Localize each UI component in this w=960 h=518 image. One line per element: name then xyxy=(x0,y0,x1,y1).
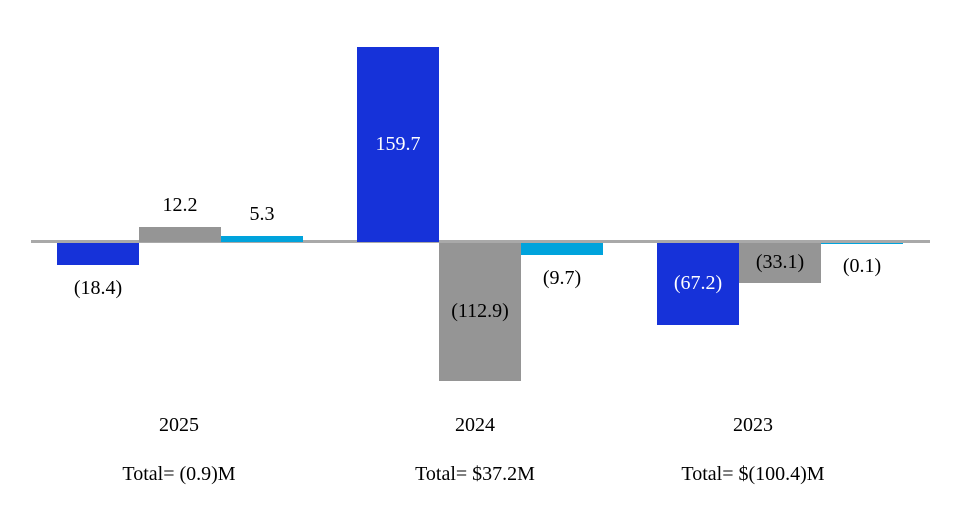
total-label-2025: Total= (0.9)M xyxy=(122,463,236,485)
category-label-2025: 2025 xyxy=(158,414,199,436)
caption-column-2024: 2024 Total= $37.2M xyxy=(415,413,535,486)
bar-2024-series-cyan xyxy=(521,243,603,255)
bar-value-label: (18.4) xyxy=(73,277,123,300)
caption-column-2023: 2023 Total= $(100.4)M xyxy=(681,413,824,486)
bar-value-label: 12.2 xyxy=(162,194,198,217)
bar-value-label: (33.1) xyxy=(755,251,805,273)
bar-2025-series-blue xyxy=(57,243,139,266)
total-label-2023: Total= $(100.4)M xyxy=(681,463,825,485)
caption-column-2025: 2025 Total= (0.9)M xyxy=(122,413,235,486)
category-label-2024: 2024 xyxy=(455,414,495,436)
bar-value-label: 159.7 xyxy=(375,132,421,155)
bar-2023-series-gray xyxy=(739,243,821,284)
bar-2024-series-gray xyxy=(439,243,521,382)
bar-value-label: (67.2) xyxy=(673,272,723,294)
bar-2023-series-blue xyxy=(657,243,739,326)
bar-2025-series-cyan xyxy=(221,235,303,242)
total-label-2024: Total= $37.2M xyxy=(415,463,535,485)
bar-value-label: 5.3 xyxy=(249,202,275,225)
bar-value-label: (0.1) xyxy=(842,255,882,278)
bar-2025-series-gray xyxy=(139,227,221,242)
zero-axis-line xyxy=(31,240,930,243)
category-label-2023: 2023 xyxy=(732,414,773,436)
bar-value-label: (112.9) xyxy=(451,300,509,322)
bar-2024-series-blue xyxy=(357,46,439,242)
bar-value-label: (9.7) xyxy=(542,266,582,289)
